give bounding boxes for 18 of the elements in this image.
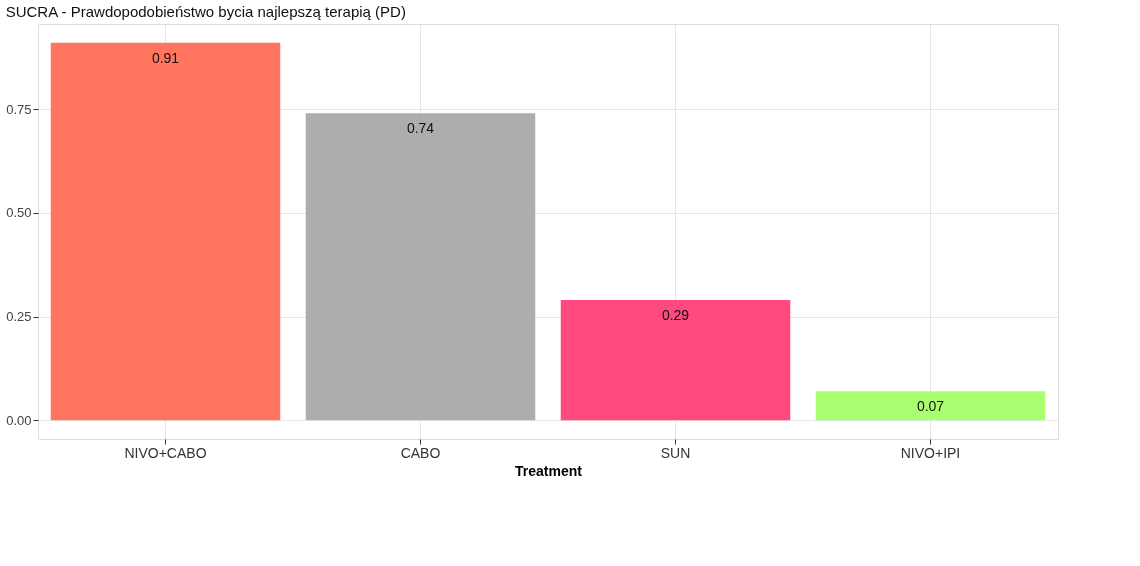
y-tick-label: 0.00 (6, 412, 32, 428)
bar (560, 299, 791, 421)
bar (50, 42, 281, 421)
y-tick-label: 0.50 (6, 205, 32, 221)
bar (815, 391, 1046, 421)
bar (305, 113, 536, 421)
data-label: 0.74 (406, 120, 435, 137)
x-tick-label: NIVO+IPI (900, 444, 961, 461)
data-label: 0.91 (151, 49, 180, 66)
x-tick-label: CABO (400, 444, 441, 461)
y-tick-label: 0.25 (6, 309, 32, 325)
data-label: 0.07 (916, 398, 945, 415)
x-axis-title: Treatment (515, 462, 583, 479)
x-tick-label: NIVO+CABO (124, 444, 207, 461)
data-label: 0.29 (661, 306, 690, 323)
x-tick-label: SUN (660, 444, 691, 461)
chart-title: SUCRA - Prawdopodobieństwo bycia najlepszą terapią (PD) (5, 3, 406, 20)
y-tick-label: 0.75 (6, 101, 32, 117)
